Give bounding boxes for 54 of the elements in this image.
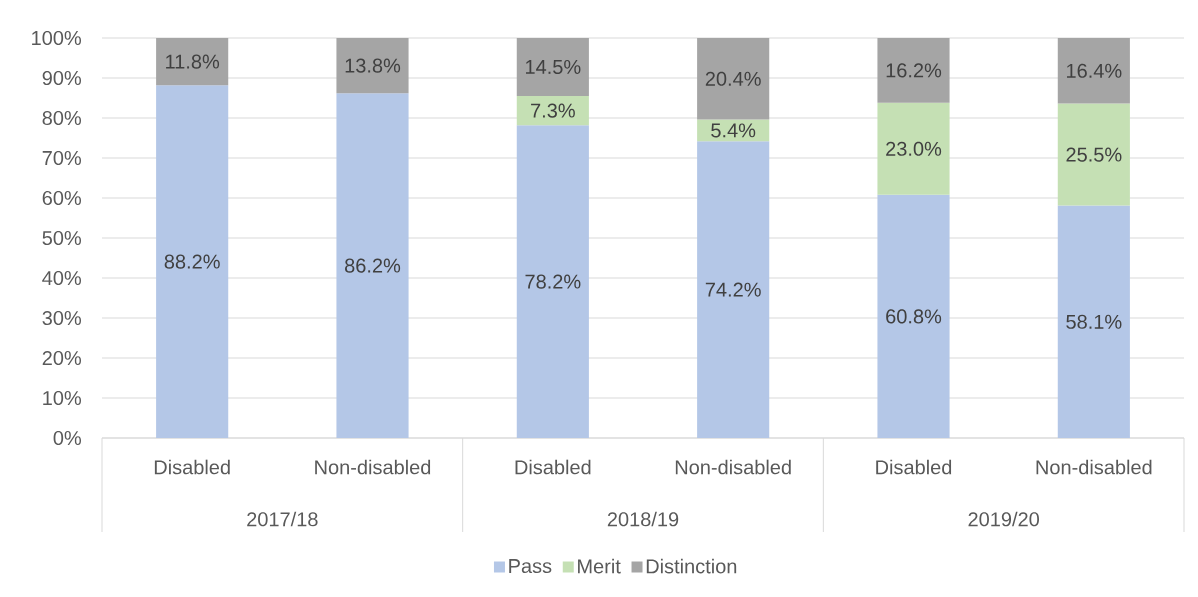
x-tick-label: Disabled bbox=[515, 459, 591, 475]
y-tick-label: 100% bbox=[32, 30, 82, 46]
bar bbox=[336, 38, 409, 94]
data-label: 20.4% bbox=[705, 71, 761, 86]
data-label: 88.2% bbox=[164, 254, 220, 269]
data-label: 16.2% bbox=[886, 63, 942, 78]
bar bbox=[697, 141, 770, 438]
data-label: 58.1% bbox=[1066, 314, 1122, 329]
bar bbox=[336, 93, 409, 438]
bar bbox=[516, 96, 589, 126]
y-tick-label: 20% bbox=[42, 350, 82, 366]
y-tick-label: 80% bbox=[42, 110, 82, 126]
legend-label: Merit bbox=[578, 558, 621, 574]
bar bbox=[516, 38, 589, 96]
bar bbox=[516, 125, 589, 438]
y-tick-label: 0% bbox=[53, 430, 82, 446]
bar bbox=[877, 102, 950, 195]
data-label: 60.8% bbox=[886, 309, 942, 324]
y-tick-label: 40% bbox=[42, 270, 82, 286]
bar bbox=[697, 38, 770, 120]
x-tick-label: Non-disabled bbox=[315, 459, 431, 475]
data-label: 16.4% bbox=[1067, 63, 1122, 78]
text: 2019/20 bbox=[968, 511, 1040, 527]
x-tick-label: Non-disabled bbox=[675, 459, 791, 475]
bar bbox=[1057, 205, 1130, 438]
text: 2018/19 bbox=[607, 511, 679, 527]
bar bbox=[156, 85, 229, 438]
data-label: 74.2% bbox=[705, 282, 761, 297]
data-label: 5.4% bbox=[711, 123, 756, 138]
data-label: 7.3% bbox=[531, 103, 575, 118]
data-label: 86.2% bbox=[345, 258, 401, 273]
bar bbox=[877, 38, 950, 103]
x-tick-label: Disabled bbox=[876, 459, 952, 475]
data-label: 78.2% bbox=[525, 274, 581, 289]
text: 2017/18 bbox=[247, 511, 318, 527]
data-label: 25.5% bbox=[1066, 147, 1122, 162]
y-tick-label: 60% bbox=[42, 190, 82, 206]
bar bbox=[877, 194, 950, 438]
x-tick-label: Non-disabled bbox=[1036, 459, 1152, 475]
bar bbox=[1057, 38, 1130, 104]
y-tick-label: 50% bbox=[42, 230, 82, 246]
data-label: 13.8% bbox=[345, 58, 401, 73]
x-tick-label: Disabled bbox=[154, 459, 230, 475]
bar bbox=[1057, 103, 1130, 206]
y-tick-label: 10% bbox=[43, 390, 82, 406]
y-tick-label: 70% bbox=[42, 150, 82, 166]
legend-label: Distinction bbox=[646, 558, 737, 574]
bar bbox=[156, 38, 229, 86]
legend-label: Pass bbox=[509, 559, 552, 574]
data-label: 14.5% bbox=[526, 59, 581, 75]
y-tick-label: 90% bbox=[42, 70, 82, 86]
data-label: 23.0% bbox=[886, 141, 942, 156]
data-label: 11.8% bbox=[166, 54, 220, 69]
y-tick-label: 30% bbox=[42, 310, 82, 326]
